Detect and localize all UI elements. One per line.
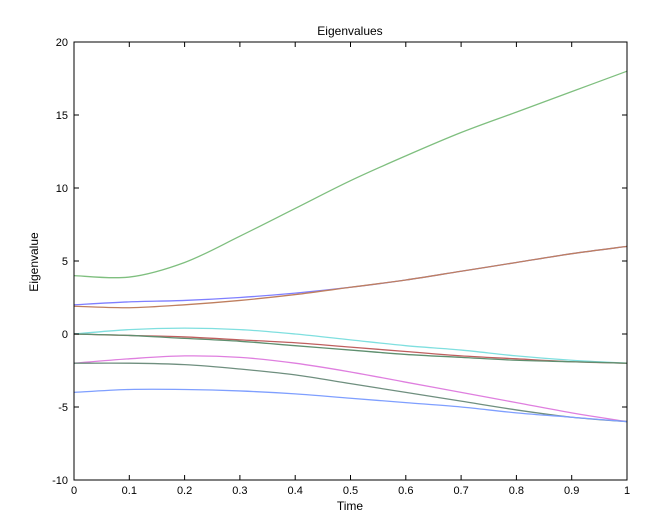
series-line-5 [73, 333, 628, 364]
x-tick-label: 0 [71, 485, 77, 497]
y-axis-label: Eigenvalue [27, 232, 41, 292]
series-line-9 [73, 388, 628, 423]
y-tick-label: 0 [62, 329, 68, 341]
x-tick-label: 0.3 [232, 485, 247, 497]
x-tick-label: 1 [624, 485, 630, 497]
series-line-3 [73, 245, 628, 309]
chart-title: Eigenvalues [317, 24, 382, 38]
y-tick-label: 20 [56, 37, 68, 49]
y-tick-label: 10 [56, 183, 68, 195]
x-axis-label: Time [337, 499, 364, 513]
x-tick-label: 0.5 [343, 485, 358, 497]
y-tick-label: 15 [56, 110, 68, 122]
y-tick-label: -10 [52, 475, 68, 487]
axes: 0 0.1 0.2 0.3 0.4 0.5 0.6 0.7 0.8 0.9 1 -10 -5 0 5 10 15… [52, 37, 630, 497]
x-tick-label: 0.1 [122, 485, 137, 497]
y-tick-label: -5 [58, 402, 68, 414]
y-tick-label: 5 [62, 256, 68, 268]
series-line-6 [73, 333, 628, 364]
series-line-1 [73, 70, 628, 279]
x-tick-label: 0.4 [288, 485, 303, 497]
series-line-4 [73, 327, 628, 364]
x-tick-label: 0.7 [453, 485, 468, 497]
series-lines [73, 70, 628, 423]
series-line-8 [73, 362, 628, 423]
x-tick-label: 0.2 [177, 485, 192, 497]
x-tick-label: 0.6 [398, 485, 413, 497]
x-tick-label: 0.9 [564, 485, 579, 497]
series-line-7 [73, 355, 628, 423]
x-tick-label: 0.8 [509, 485, 524, 497]
